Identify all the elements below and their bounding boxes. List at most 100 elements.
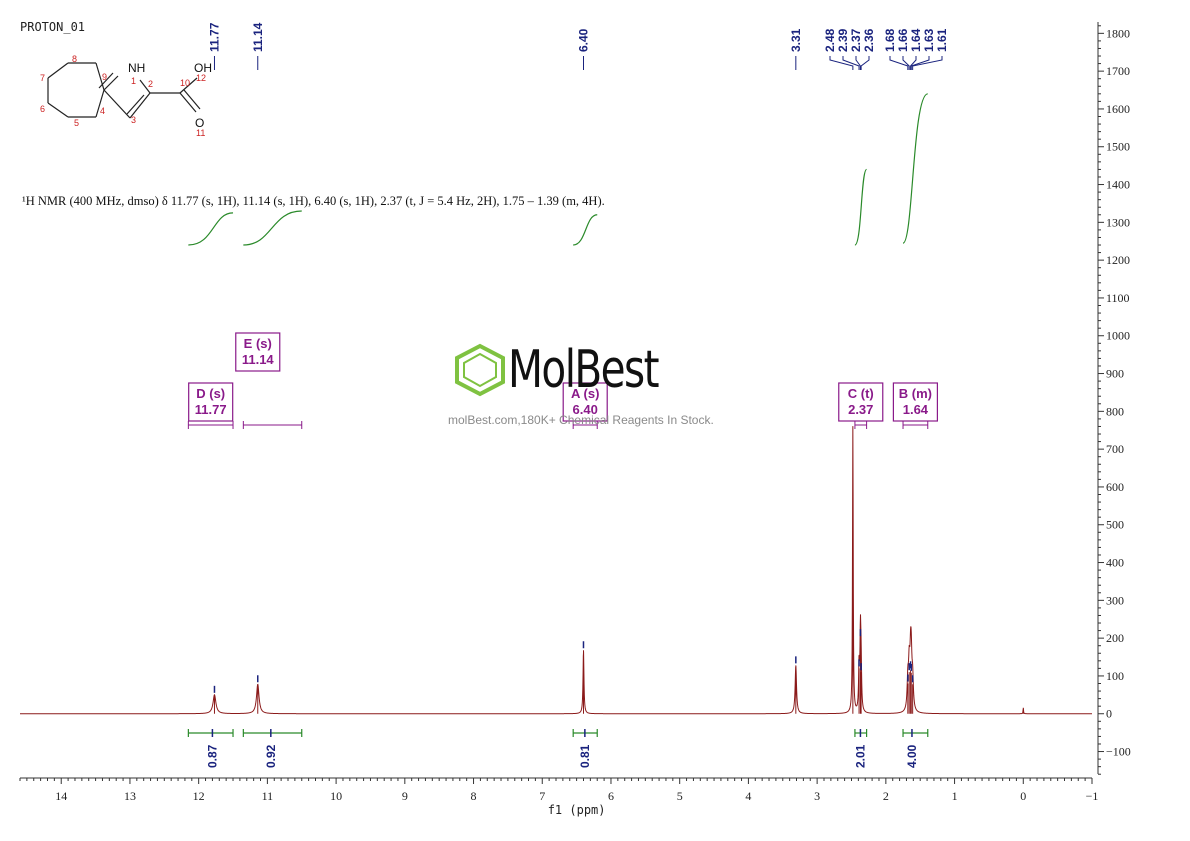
peak-label-connector — [902, 56, 910, 70]
y-tick-label: 700 — [1106, 442, 1124, 456]
integral-curve — [854, 168, 868, 246]
atom-number: 8 — [72, 54, 77, 64]
multiplet-value: 11.77 — [195, 402, 227, 417]
integral-layer: 0.87 0.92 0.81 2.01 4.00 — [187, 93, 929, 768]
watermark-brand: MolBest — [508, 340, 660, 400]
atom-number: 10 — [180, 78, 190, 88]
atom-number: 6 — [40, 104, 45, 114]
nmr-description: ¹H NMR (400 MHz, dmso) δ 11.77 (s, 1H), … — [22, 194, 605, 208]
x-tick-label: −1 — [1086, 789, 1099, 803]
atom-label-o: O — [195, 116, 204, 130]
multiplet-label: B (m) — [899, 386, 932, 401]
multiplet-value: 6.40 — [573, 402, 598, 417]
peak-label-connector — [855, 56, 861, 70]
peak-label: 3.31 — [789, 28, 803, 52]
peak-label: 1.68 — [883, 28, 897, 52]
peak-label: 1.63 — [922, 28, 936, 52]
y-tick-label: 1800 — [1106, 26, 1130, 40]
x-tick-label: 13 — [124, 789, 136, 803]
multiplet-box — [838, 382, 884, 422]
molecule-labels: NH OH O 1 2 3 4 5 6 7 8 9 10 11 12 — [40, 54, 212, 138]
integral-value: 0.87 — [205, 744, 219, 768]
y-tick-label: 1400 — [1106, 178, 1130, 192]
y-tick-label: 0 — [1106, 707, 1112, 721]
peak-label: 11.77 — [207, 22, 221, 52]
y-tick-label: 900 — [1106, 367, 1124, 381]
y-tick-label: 1300 — [1106, 215, 1130, 229]
x-tick-label: 12 — [193, 789, 205, 803]
multiplet-value: 2.37 — [848, 402, 873, 417]
y-tick-label: 100 — [1106, 669, 1124, 683]
x-tick-label: 9 — [402, 789, 408, 803]
multiplet-label: E (s) — [244, 336, 272, 351]
spectrum-label: PROTON_01 — [20, 20, 86, 34]
y-tick-label: −100 — [1106, 745, 1131, 759]
x-tick-label: 6 — [608, 789, 614, 803]
peak-label: 1.61 — [935, 28, 949, 52]
x-tick-label: 7 — [539, 789, 545, 803]
peak-label-connector — [860, 56, 870, 70]
multiplet-value: 11.14 — [242, 352, 275, 367]
atom-number: 2 — [148, 79, 153, 89]
y-tick-label: 1000 — [1106, 329, 1130, 343]
integral-value: 0.92 — [264, 744, 278, 768]
x-tick-label: 1 — [952, 789, 958, 803]
peak-label-connector — [889, 56, 909, 70]
peak-label-connector — [910, 56, 917, 70]
multiplet-label: C (t) — [848, 386, 874, 401]
multiplet-box — [235, 332, 281, 372]
y-tick-label: 600 — [1106, 480, 1124, 494]
y-tick-label: 1100 — [1106, 291, 1130, 305]
peak-label: 6.40 — [576, 28, 590, 52]
peak-label: 2.37 — [849, 28, 863, 52]
integral-value: 2.01 — [853, 744, 867, 768]
x-axis-title: f1 (ppm) — [548, 803, 606, 817]
x-tick-label: 3 — [814, 789, 820, 803]
peak-label-layer: 11.77 11.14 6.40 3.31 2.48 2.39 2.37 2.36 1.68 1.… — [207, 22, 949, 70]
peak-label: 1.66 — [896, 28, 910, 52]
x-tick-label: 2 — [883, 789, 889, 803]
integral-curve — [902, 93, 929, 244]
atom-number: 12 — [196, 73, 206, 83]
multiplet-label: A (s) — [571, 386, 599, 401]
integral-value: 0.81 — [578, 744, 592, 768]
x-tick-label: 0 — [1020, 789, 1026, 803]
atom-number: 11 — [196, 128, 205, 138]
y-tick-label: 1600 — [1106, 102, 1130, 116]
peak-label: 11.14 — [251, 22, 265, 52]
molecule-structure — [47, 62, 201, 119]
atom-label-nh: NH — [128, 61, 145, 75]
integral-curve — [243, 210, 302, 246]
spectrum-trace-layer — [20, 426, 1092, 715]
y-tick-label: 1700 — [1106, 64, 1130, 78]
multiplet-value: 1.64 — [903, 402, 929, 417]
atom-number: 9 — [102, 72, 107, 82]
multiplet-label: D (s) — [196, 386, 225, 401]
y-tick-label: 400 — [1106, 556, 1124, 570]
atom-number: 7 — [40, 73, 45, 83]
atom-number: 3 — [131, 115, 136, 125]
multiplet-box — [188, 382, 234, 422]
peak-label-connector — [829, 56, 854, 70]
atom-number: 5 — [74, 118, 79, 128]
x-tick-label: 5 — [677, 789, 683, 803]
x-tick-label: 8 — [471, 789, 477, 803]
x-tick-label: 14 — [55, 789, 67, 803]
peak-label: 2.39 — [836, 28, 850, 52]
peak-label: 2.36 — [862, 28, 876, 52]
peak-label: 1.64 — [909, 28, 923, 52]
peak-label-connector — [842, 56, 860, 70]
y-tick-label: 1500 — [1106, 140, 1130, 154]
y-tick-label: 500 — [1106, 518, 1124, 532]
multiplet-layer: D (s)11.77 E (s)11.14 A (s)6.40 C (t)2.37 B … — [187, 332, 938, 429]
x-tick-label: 10 — [330, 789, 342, 803]
peak-label-connector — [910, 56, 930, 70]
peak-label: 2.48 — [823, 28, 837, 52]
atom-label-oh: OH — [194, 61, 212, 75]
axis-layer: 14 13 12 11 10 9 8 7 6 5 4 3 2 1 0 −1f1 (ppm)1800170016… — [19, 22, 1131, 817]
watermark-tagline: molBest.com,180K+ Chemical Reagents In S… — [448, 413, 714, 427]
atom-number: 4 — [100, 106, 105, 116]
integral-value: 4.00 — [905, 744, 919, 768]
x-tick-label: 11 — [262, 789, 274, 803]
